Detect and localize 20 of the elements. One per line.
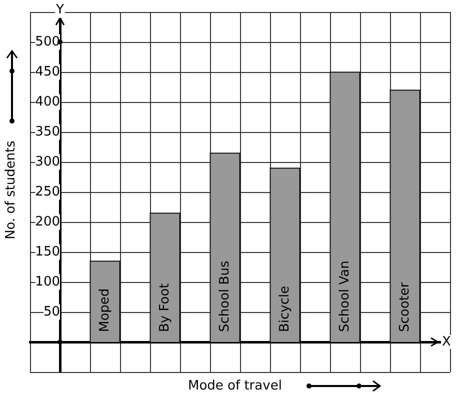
y-tick-label: 150 xyxy=(35,244,60,260)
annotation: X xyxy=(442,334,451,350)
y-axis-title: No. of students xyxy=(3,140,18,240)
x-tick-label: Bicycle xyxy=(277,286,292,332)
x-tick-label: School Van xyxy=(337,260,352,332)
x-tick-label: Scooter xyxy=(397,282,412,332)
x-tick-label: By Foot xyxy=(157,283,172,332)
y-tick-label: 350 xyxy=(35,124,60,140)
y-tick-label: 200 xyxy=(35,214,60,230)
y-tick-label: 250 xyxy=(35,184,60,200)
y-tick-label: 450 xyxy=(35,64,60,80)
annotation: Y xyxy=(55,2,64,18)
x-tick-label: Moped xyxy=(97,288,112,332)
y-tick-label: 300 xyxy=(35,154,60,170)
y-tick-label: 50 xyxy=(43,304,60,320)
y-tick-label: 100 xyxy=(35,274,60,290)
y-tick-label: 500 xyxy=(35,34,60,50)
x-axis-title: Mode of travel xyxy=(188,378,282,394)
x-tick-label: School Bus xyxy=(217,260,232,332)
y-tick-label: 400 xyxy=(35,94,60,110)
